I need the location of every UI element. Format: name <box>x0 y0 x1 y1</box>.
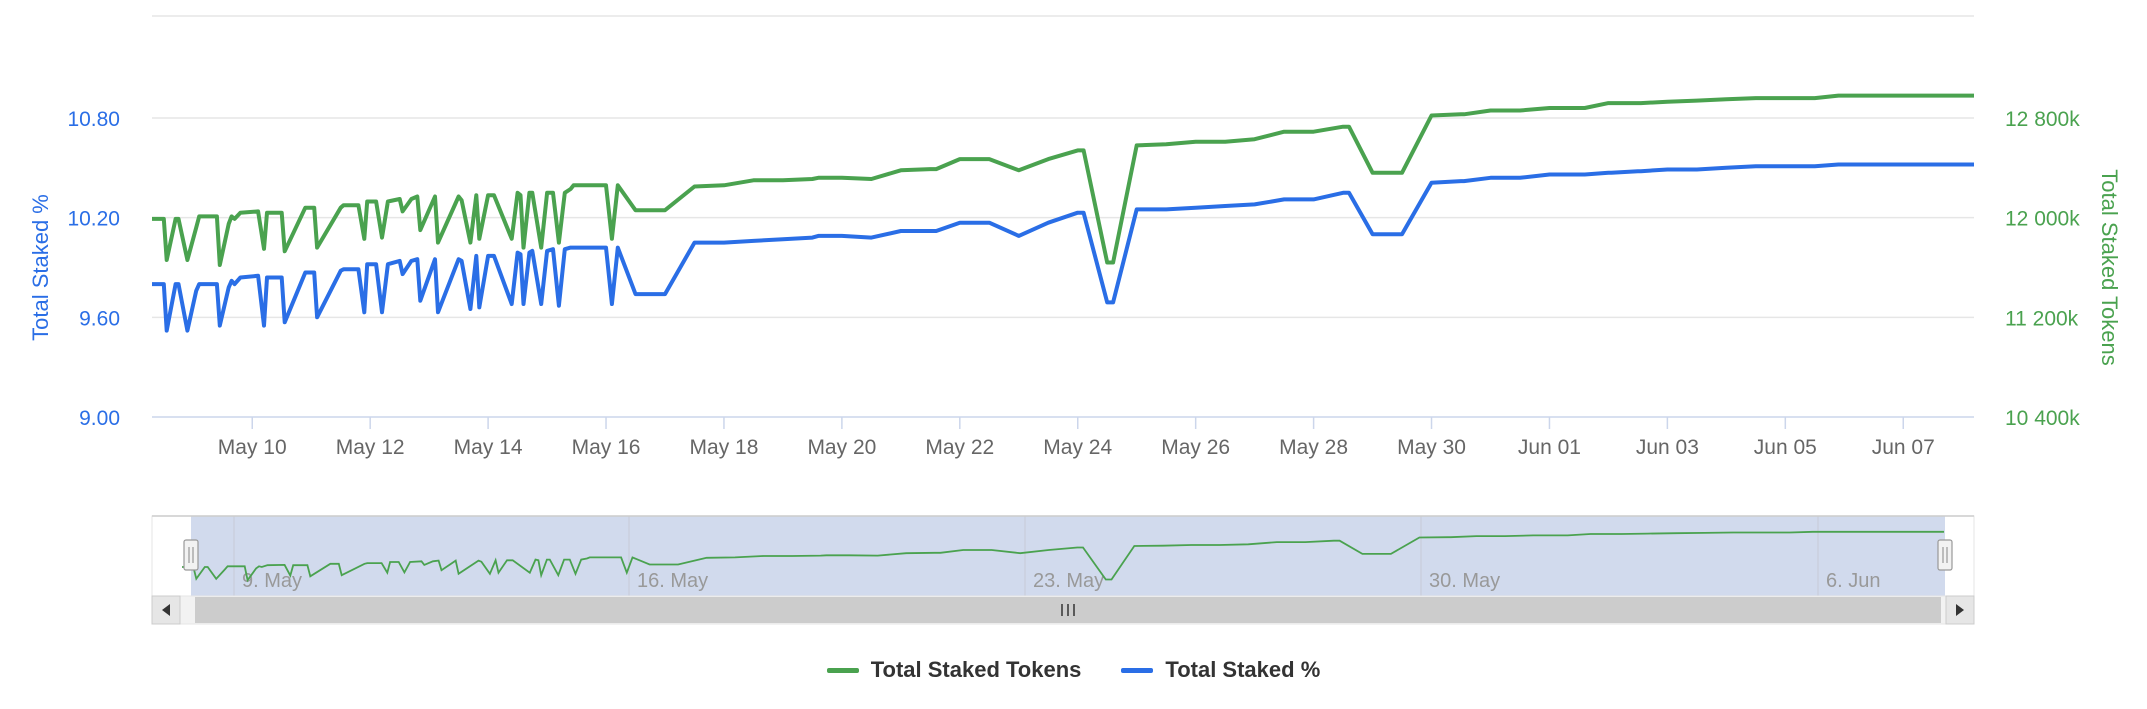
x-axis: May 10 May 12 May 14 May 16 May 18 May 20 May … <box>152 416 1974 459</box>
navigator-handle-left[interactable] <box>183 539 199 571</box>
right-y-axis: 10 400k 11 200k 12 000k 12 800k Total Staked… <box>2005 108 2122 430</box>
x-tick-label: May 24 <box>1043 436 1112 459</box>
x-tick-label: May 12 <box>336 436 405 459</box>
handle-body[interactable] <box>1937 539 1953 571</box>
legend-swatch-percent <box>1121 667 1154 673</box>
legend-item-percent[interactable]: Total Staked % <box>1121 657 1320 683</box>
y-right-tick-label: 10 400k <box>2005 407 2080 430</box>
x-tick-label: May 18 <box>690 436 759 459</box>
arrow-right-icon <box>1956 604 1964 616</box>
y-left-tick-label: 9.00 <box>79 407 120 430</box>
y-right-tick-label: 12 800k <box>2005 108 2080 131</box>
x-tick-label: May 16 <box>572 436 641 459</box>
x-tick-label: May 10 <box>218 436 287 459</box>
legend-label-percent: Total Staked % <box>1165 657 1321 682</box>
series-line-total-staked-percent[interactable] <box>152 162 1974 333</box>
navigator-selection-mask[interactable] <box>191 516 1945 596</box>
grid-lines <box>152 15 1974 319</box>
navigator-handle-right[interactable] <box>1937 539 1953 571</box>
y-left-tick-label: 10.80 <box>67 108 120 131</box>
navigator-label: 30. May <box>1429 570 1500 592</box>
y-left-axis-title: Total Staked % <box>28 194 53 341</box>
navigator-label: 9. May <box>242 570 302 592</box>
legend-item-tokens[interactable]: Total Staked Tokens <box>826 657 1082 683</box>
handle-body[interactable] <box>183 539 199 571</box>
y-left-tick-label: 9.60 <box>79 307 120 330</box>
legend: Total Staked Tokens Total Staked % <box>0 650 2147 690</box>
arrow-left-icon <box>162 604 170 616</box>
legend-swatch-tokens <box>826 667 859 673</box>
navigator-background <box>151 515 1975 597</box>
x-tick-label: Jun 07 <box>1872 436 1935 459</box>
x-tick-label: Jun 03 <box>1636 436 1699 459</box>
x-tick-label: Jun 01 <box>1518 436 1581 459</box>
navigator-label: 23. May <box>1033 570 1104 592</box>
left-y-axis: 9.00 9.60 10.20 10.80 Total Staked % <box>28 108 120 430</box>
navigator-series-line <box>182 530 1944 583</box>
x-tick-label: May 22 <box>925 436 994 459</box>
x-tick-label: May 28 <box>1279 436 1348 459</box>
x-tick-label: May 26 <box>1161 436 1230 459</box>
x-tick-label: May 30 <box>1397 436 1466 459</box>
y-right-tick-label: 12 000k <box>2005 208 2080 231</box>
x-tick-label: May 14 <box>454 436 523 459</box>
navigator-label: 16. May <box>637 570 708 592</box>
y-right-axis-title: Total Staked Tokens <box>2097 169 2122 366</box>
navigator[interactable]: 9. May 16. May 23. May 30. May 6. Jun <box>151 515 1975 625</box>
navigator-label: 6. Jun <box>1826 570 1880 592</box>
y-right-tick-label: 11 200k <box>2005 307 2079 330</box>
x-tick-label: Jun 05 <box>1754 436 1817 459</box>
y-left-tick-label: 10.20 <box>67 208 120 231</box>
x-tick-label: May 20 <box>807 436 876 459</box>
legend-label-tokens: Total Staked Tokens <box>870 657 1082 682</box>
plot-area[interactable] <box>152 93 1974 333</box>
series-line-total-staked-tokens[interactable] <box>152 93 1974 267</box>
